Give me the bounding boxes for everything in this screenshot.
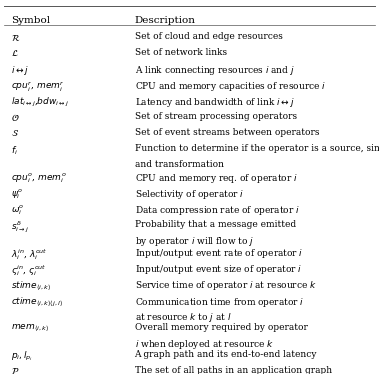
Text: $\omega_i^o$: $\omega_i^o$ (11, 204, 25, 217)
Text: $\mathcal{S}$: $\mathcal{S}$ (11, 128, 19, 138)
Text: Latency and bandwidth of link $i\leftrightarrow j$: Latency and bandwidth of link $i\leftrig… (135, 96, 294, 109)
Text: Service time of operator $i$ at resource $k$: Service time of operator $i$ at resource… (135, 279, 316, 292)
Text: CPU and memory req. of operator $i$: CPU and memory req. of operator $i$ (135, 172, 297, 185)
Text: $\mathcal{O}$: $\mathcal{O}$ (11, 112, 20, 123)
Text: The set of all paths in an application graph: The set of all paths in an application g… (135, 366, 332, 374)
Text: A link connecting resources $i$ and $j$: A link connecting resources $i$ and $j$ (135, 64, 294, 77)
Text: $\psi_i^o$: $\psi_i^o$ (11, 188, 23, 201)
Text: Set of cloud and edge resources: Set of cloud and edge resources (135, 32, 282, 41)
Text: $lat_{i\leftrightarrow j}$,$bdw_{i\leftrightarrow j}$: $lat_{i\leftrightarrow j}$,$bdw_{i\leftr… (11, 96, 69, 109)
Text: Description: Description (135, 16, 196, 25)
Text: A graph path and its end-to-end latency: A graph path and its end-to-end latency (135, 350, 317, 359)
Text: $mem_{\langle i,k\rangle}$: $mem_{\langle i,k\rangle}$ (11, 323, 49, 334)
Text: and transformation: and transformation (135, 160, 224, 169)
Text: Input/output event size of operator $i$: Input/output event size of operator $i$ (135, 263, 302, 276)
Text: Data compression rate of operator $i$: Data compression rate of operator $i$ (135, 204, 299, 217)
Text: Probability that a message emitted: Probability that a message emitted (135, 220, 296, 229)
Text: $cpu_i^r$, $mem_i^r$: $cpu_i^r$, $mem_i^r$ (11, 80, 65, 94)
Text: Selectivity of operator $i$: Selectivity of operator $i$ (135, 188, 244, 201)
Text: Communication time from operator $i$: Communication time from operator $i$ (135, 295, 304, 309)
Text: $\varsigma_i^{in}$, $\varsigma_i^{out}$: $\varsigma_i^{in}$, $\varsigma_i^{out}$ (11, 263, 47, 278)
Text: $p_i, l_{p_i}$: $p_i, l_{p_i}$ (11, 350, 33, 364)
Text: Symbol: Symbol (11, 16, 50, 25)
Text: by operator $i$ will flow to $j$: by operator $i$ will flow to $j$ (135, 235, 254, 248)
Text: Function to determine if the operator is a source, sink: Function to determine if the operator is… (135, 144, 379, 153)
Text: $i\leftrightarrow j$: $i\leftrightarrow j$ (11, 64, 30, 77)
Text: Set of stream processing operators: Set of stream processing operators (135, 112, 297, 121)
Text: CPU and memory capacities of resource $i$: CPU and memory capacities of resource $i… (135, 80, 326, 93)
Text: at resource $k$ to $j$ at $l$: at resource $k$ to $j$ at $l$ (135, 311, 231, 324)
Text: Overall memory required by operator: Overall memory required by operator (135, 323, 307, 332)
Text: $f_i$: $f_i$ (11, 144, 18, 157)
Text: $s_{i\rightarrow j}^{\delta}$: $s_{i\rightarrow j}^{\delta}$ (11, 220, 29, 236)
Text: $ctime_{\langle i,k\rangle\langle j,l\rangle}$: $ctime_{\langle i,k\rangle\langle j,l\ra… (11, 295, 63, 309)
Text: Set of network links: Set of network links (135, 48, 227, 57)
Text: $\mathcal{L}$: $\mathcal{L}$ (11, 48, 19, 58)
Text: Input/output event rate of operator $i$: Input/output event rate of operator $i$ (135, 247, 303, 260)
Text: $\lambda_i^{in}$, $\lambda_i^{out}$: $\lambda_i^{in}$, $\lambda_i^{out}$ (11, 247, 48, 262)
Text: $cpu_i^o$, $mem_i^o$: $cpu_i^o$, $mem_i^o$ (11, 172, 67, 185)
Text: $i$ when deployed at resource $k$: $i$ when deployed at resource $k$ (135, 338, 274, 351)
Text: Set of event streams between operators: Set of event streams between operators (135, 128, 319, 137)
Text: $\mathcal{P}$: $\mathcal{P}$ (11, 366, 20, 374)
Text: $stime_{\langle i,k\rangle}$: $stime_{\langle i,k\rangle}$ (11, 279, 52, 292)
Text: $\mathcal{R}$: $\mathcal{R}$ (11, 32, 21, 43)
